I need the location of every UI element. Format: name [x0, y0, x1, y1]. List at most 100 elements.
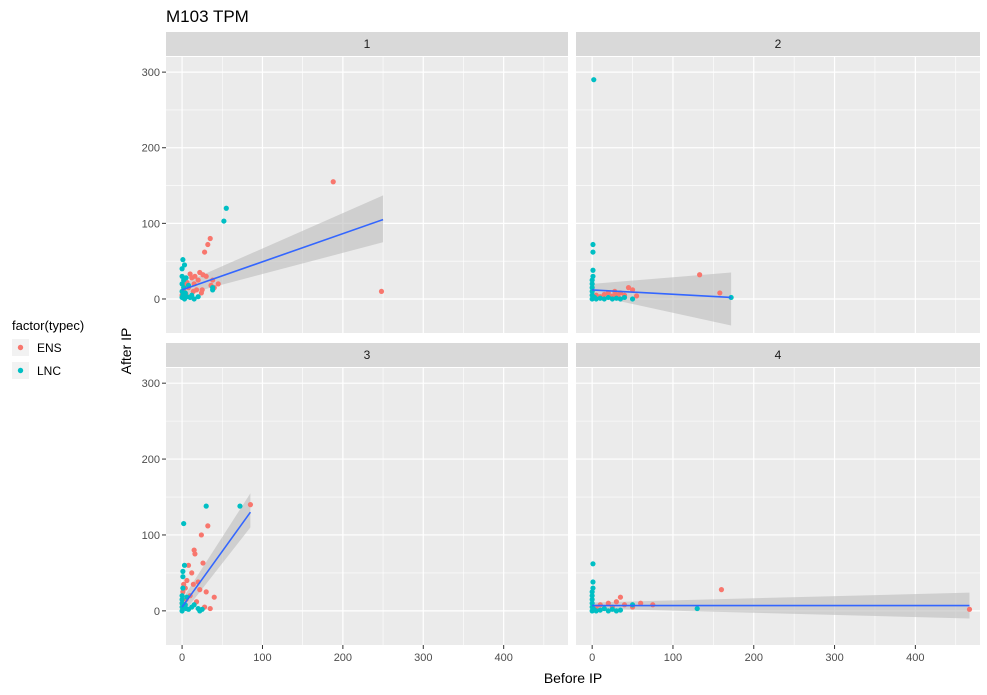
point-ens	[330, 179, 336, 185]
point-ens	[185, 562, 192, 568]
point-lnc	[617, 607, 624, 613]
regression-line	[181, 218, 384, 291]
point-lnc	[613, 295, 620, 301]
legend-title: factor(typec)	[12, 318, 84, 333]
point-lnc	[593, 608, 599, 614]
point-lnc	[629, 296, 636, 302]
point-ens	[199, 287, 205, 293]
y-tick-label: 200	[142, 454, 160, 466]
y-tick-label: 100	[142, 530, 160, 542]
x-tick-label: 0	[179, 652, 185, 664]
point-lnc	[180, 568, 186, 574]
point-lnc	[180, 574, 186, 580]
point-ens	[629, 287, 636, 293]
point-ens	[966, 606, 973, 612]
point-lnc	[181, 562, 188, 568]
point-lnc	[605, 294, 611, 301]
y-tick-label: 0	[154, 606, 160, 618]
legend-marker-lnc	[17, 367, 24, 374]
point-lnc	[191, 602, 197, 608]
point-lnc	[180, 257, 186, 263]
point-lnc	[199, 606, 205, 612]
facet-strip	[576, 343, 980, 367]
point-ens	[211, 594, 217, 600]
point-lnc	[189, 292, 195, 298]
point-lnc	[203, 503, 209, 509]
point-ens	[200, 560, 206, 566]
x-tick-label: 100	[253, 652, 271, 664]
facet-strip-label: 3	[364, 348, 371, 362]
point-lnc	[617, 296, 624, 302]
facet-strip-label: 4	[775, 348, 782, 362]
facet-panel-4: 4 0 100 200 300 400	[576, 343, 980, 664]
point-lnc	[223, 205, 229, 211]
point-lnc	[613, 608, 620, 614]
point-lnc	[180, 585, 186, 591]
point-ens	[184, 577, 190, 584]
facet-strip	[576, 32, 980, 56]
point-lnc	[589, 600, 595, 606]
facet-strip	[166, 343, 568, 367]
point-ens	[638, 600, 644, 606]
point-ens	[192, 551, 198, 557]
point-lnc	[179, 266, 185, 272]
panel-data	[589, 77, 734, 326]
point-lnc	[181, 520, 187, 527]
point-ens	[193, 287, 200, 293]
facet-panel-3: 3 0 100 200 300 0 100 200 300 400	[142, 343, 568, 664]
point-ens	[205, 523, 211, 529]
point-ens	[189, 570, 195, 576]
point-ens	[203, 273, 209, 279]
x-tick-label: 200	[745, 652, 763, 664]
point-lnc	[597, 295, 603, 301]
legend: factor(typec) ENS LNC	[12, 318, 84, 379]
point-ens	[625, 285, 632, 291]
x-tick-label: 400	[495, 652, 513, 664]
point-ens	[605, 600, 611, 606]
point-lnc	[590, 561, 596, 567]
point-ens	[613, 599, 620, 605]
legend-label-lnc: LNC	[37, 364, 61, 378]
point-lnc	[179, 596, 185, 603]
y-tick-label: 300	[142, 67, 160, 79]
point-lnc	[589, 593, 595, 599]
point-ens	[378, 288, 385, 295]
facet-strip	[166, 32, 568, 56]
y-tick-label: 0	[154, 294, 160, 306]
point-lnc	[694, 605, 700, 612]
x-axis-title: Before IP	[544, 670, 602, 686]
point-ens	[718, 587, 725, 593]
point-lnc	[237, 503, 243, 509]
point-lnc	[210, 287, 216, 293]
confidence-ribbon	[182, 195, 384, 296]
point-ens	[617, 594, 624, 600]
point-ens	[247, 502, 254, 508]
point-ens	[601, 291, 607, 298]
point-ens	[205, 241, 211, 248]
facet-panel-2: 2	[576, 32, 980, 333]
x-tick-label: 200	[334, 652, 352, 664]
point-lnc	[621, 294, 628, 301]
point-ens	[192, 273, 198, 279]
point-lnc	[593, 296, 599, 302]
y-tick-label: 100	[142, 218, 160, 230]
point-lnc	[179, 608, 185, 614]
panel-data	[179, 179, 385, 302]
legend-label-ens: ENS	[37, 341, 62, 355]
point-ens	[203, 589, 209, 595]
point-lnc	[589, 596, 595, 603]
legend-marker-ens	[17, 344, 24, 351]
x-tick-label: 400	[906, 652, 924, 664]
point-lnc	[609, 606, 615, 612]
panel-background	[166, 57, 568, 333]
point-ens	[197, 587, 203, 593]
x-tick-label: 0	[589, 652, 595, 664]
x-tick-label: 300	[414, 652, 432, 664]
point-ens	[207, 605, 213, 612]
point-ens	[207, 235, 213, 242]
y-tick-label: 300	[142, 378, 160, 390]
chart-title: M103 TPM	[166, 7, 249, 26]
point-lnc	[590, 579, 596, 585]
facet-strip-label: 2	[775, 37, 782, 51]
